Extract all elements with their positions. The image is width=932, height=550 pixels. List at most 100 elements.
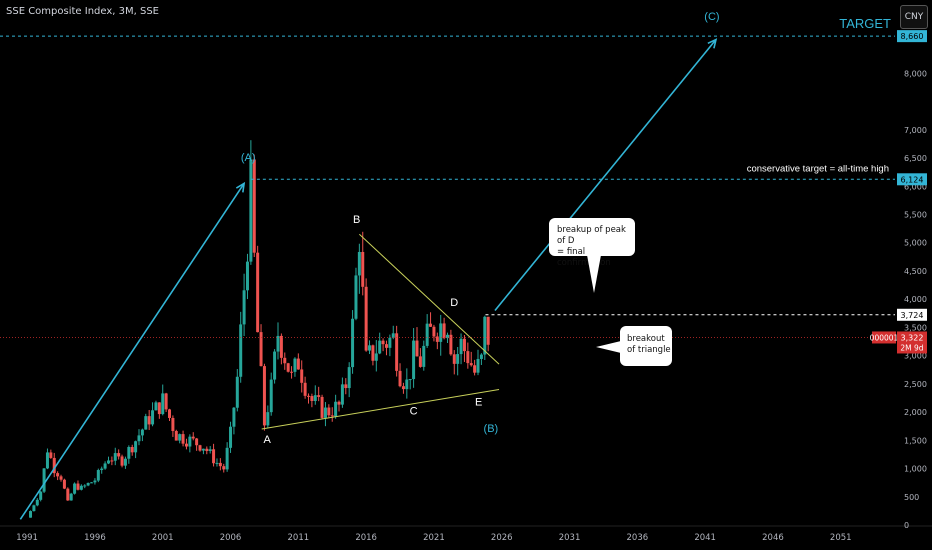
candle-body [66, 488, 70, 501]
candle-body [198, 445, 202, 451]
candle-body [334, 401, 338, 417]
wave-label: (C) [704, 11, 719, 23]
triangle-lower-line [261, 389, 500, 430]
candle-body [381, 340, 385, 345]
breakout-callout: breakout of triangle [596, 326, 672, 366]
candle-body [147, 416, 151, 425]
candle-body [418, 356, 422, 367]
candle-body [144, 416, 148, 430]
candle-body [439, 323, 443, 342]
candle-body [245, 261, 249, 291]
level-price-text: 3,724 [901, 311, 924, 320]
candle-body [215, 462, 219, 464]
candle-body [151, 410, 155, 425]
y-tick-label: 2,000 [904, 408, 927, 417]
x-tick-label: 2016 [355, 533, 377, 543]
candle-body [195, 438, 199, 446]
candle-body [62, 479, 66, 489]
y-tick-label: 6,000 [904, 182, 927, 191]
wave-c-arrow [494, 39, 717, 311]
level-price-text: 6,124 [901, 175, 924, 184]
x-tick-label: 2051 [830, 533, 852, 543]
wave-a-arrow [19, 183, 245, 520]
wave-label: (B) [484, 423, 499, 435]
candle-body [351, 318, 355, 368]
candle-body [140, 429, 144, 436]
candle-body [276, 335, 280, 352]
candle-body [337, 401, 341, 405]
candle-body [106, 460, 110, 464]
candle-body [56, 473, 60, 477]
candle-body [384, 344, 388, 348]
currency-button[interactable]: CNY [900, 5, 928, 29]
candle-body [29, 511, 33, 518]
candle-body [93, 480, 97, 483]
candle-body [466, 351, 470, 364]
candle-body [69, 493, 73, 501]
candle-body [127, 447, 131, 459]
candle-body [45, 452, 49, 469]
candle-body [361, 251, 365, 287]
candle-body [279, 335, 283, 358]
x-tick-label: 1991 [16, 533, 38, 543]
candle-body [307, 395, 311, 397]
countdown-text: 2M 9d [900, 343, 923, 352]
candle-body [368, 345, 372, 351]
candle-body [432, 326, 436, 337]
candle-body [239, 324, 243, 377]
wave-label: B [353, 214, 360, 226]
candle-body [110, 460, 114, 462]
candle-body [354, 275, 358, 319]
candle-body [283, 357, 287, 364]
candle-body [256, 252, 260, 333]
candle-body [76, 483, 80, 490]
candle-body [161, 393, 165, 415]
candle-body [259, 332, 263, 367]
candle-body [262, 366, 266, 426]
candle-body [103, 463, 107, 469]
confirmation-callout: breakup of peak of D = final confirmatio… [549, 218, 635, 293]
level-text: conservative target = all-time high [747, 163, 889, 174]
candle-body [164, 393, 168, 410]
candle-body [269, 379, 273, 413]
x-tick-label: 1996 [84, 533, 106, 543]
level-price-text: 8,660 [901, 32, 924, 41]
y-tick-label: 2,500 [904, 380, 927, 389]
candle-body [347, 367, 351, 389]
candle-body [191, 436, 195, 439]
y-tick-label: 500 [904, 493, 919, 502]
candle-body [473, 365, 477, 373]
y-tick-label: 3,000 [904, 352, 927, 361]
candle-body [486, 316, 490, 345]
candle-body [235, 376, 239, 408]
y-tick-label: 8,000 [904, 69, 927, 78]
candle-body [201, 448, 205, 451]
y-tick-label: 5,000 [904, 239, 927, 248]
candle-body [218, 462, 222, 467]
candle-body [130, 447, 134, 453]
candle-body [222, 466, 226, 470]
candle-body [100, 468, 104, 471]
candle-body [90, 482, 94, 484]
candle-body [425, 323, 429, 346]
candle-body [178, 434, 182, 441]
candle-body [405, 379, 409, 390]
candle-body [378, 340, 382, 354]
candle-body [391, 333, 395, 338]
candle-body [395, 333, 399, 371]
x-tick-label: 2031 [559, 533, 581, 543]
candle-body [476, 358, 480, 373]
candle-body [120, 456, 124, 466]
x-tick-label: 2021 [423, 533, 445, 543]
candle-body [293, 358, 297, 372]
wave-a-arrow-head [235, 181, 246, 193]
candle-body [371, 345, 375, 361]
candle-body [442, 323, 446, 339]
candle-body [303, 382, 307, 396]
candle-body [232, 407, 236, 427]
candle-body [340, 384, 344, 405]
candle-body [296, 358, 300, 370]
candle-body [225, 447, 229, 470]
x-tick-label: 2046 [762, 533, 784, 543]
